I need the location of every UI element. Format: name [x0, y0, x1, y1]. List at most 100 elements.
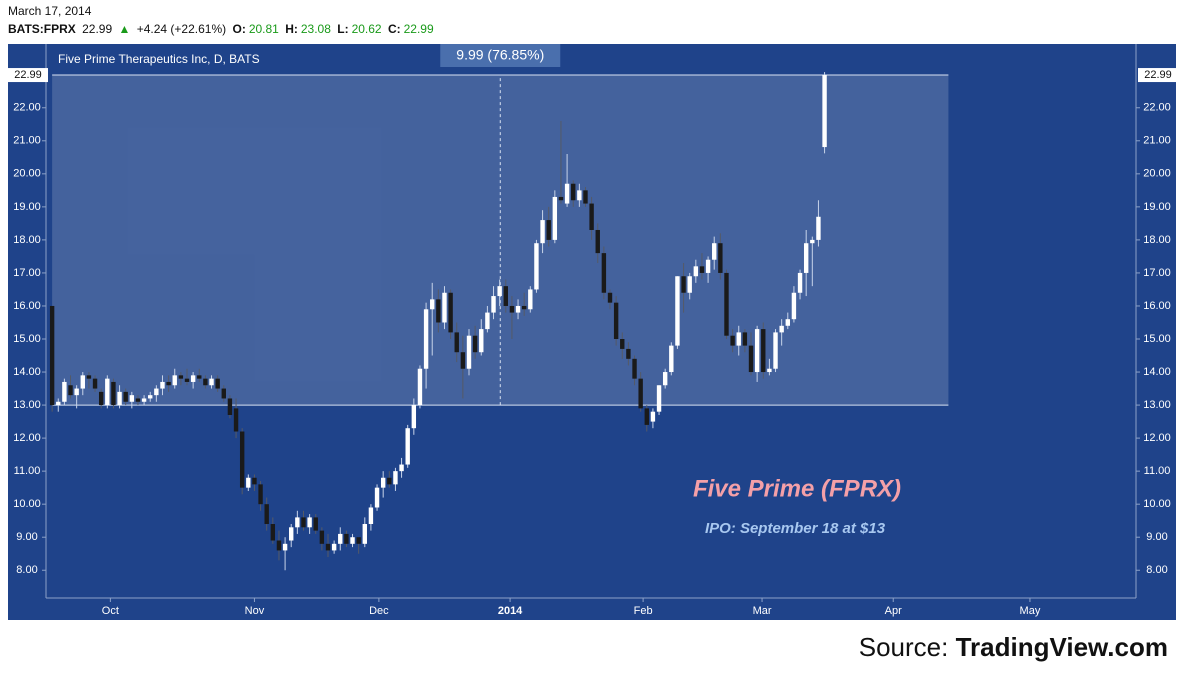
candle-body [264, 504, 269, 525]
candle-body [638, 378, 643, 409]
candle-body [803, 243, 809, 273]
low-value: 20.62 [351, 22, 382, 36]
candle-body [724, 272, 729, 336]
y-tick-label: 14.00 [13, 366, 41, 378]
y-tick-label: 18.00 [1143, 234, 1171, 246]
y-tick-label: 13.00 [1143, 399, 1171, 411]
candle-body [374, 487, 380, 508]
y-tick-label: 8.00 [16, 564, 37, 576]
price-label: 22.99 [14, 69, 42, 81]
candle-body [430, 299, 435, 310]
close-value: 22.99 [403, 22, 434, 36]
candle-body [313, 517, 318, 531]
candle-body [479, 329, 484, 353]
candle-body [589, 203, 594, 230]
candle-body [344, 533, 349, 544]
candle-body [626, 348, 631, 359]
candle-body [699, 266, 705, 273]
candle-body [380, 477, 386, 488]
candle-body [86, 375, 92, 379]
candle-body [307, 517, 312, 528]
candle-body [650, 411, 656, 422]
header-date: March 17, 2014 [8, 4, 94, 18]
candle-body [246, 477, 251, 488]
candle-body [393, 471, 398, 485]
candle-body [497, 286, 502, 297]
y-tick-label: 11.00 [1144, 465, 1171, 477]
candle-body [761, 329, 766, 373]
y-tick-label: 11.00 [14, 465, 41, 477]
candle-body [656, 385, 662, 412]
candle-body [583, 190, 588, 204]
candle-body [448, 292, 453, 333]
y-tick-label: 17.00 [13, 267, 41, 279]
candle-body [80, 375, 85, 389]
header-quote: BATS:FPRX 22.99 ▲ +4.24 (+22.61%) O: 20.8… [8, 22, 437, 36]
annotation: IPO: September 18 at $13 [705, 520, 886, 537]
y-tick-label: 10.00 [13, 498, 41, 510]
candle-body [227, 398, 233, 415]
y-tick-label: 22.00 [1143, 102, 1171, 114]
measure-label-box [440, 44, 561, 67]
candle-body [49, 305, 55, 406]
y-tick-label: 9.00 [1146, 531, 1167, 543]
candle-body [607, 292, 613, 303]
candle-body [810, 239, 815, 244]
candle-body [56, 401, 61, 406]
candle-body [197, 375, 202, 379]
candle-body [325, 543, 331, 551]
candle-body [301, 517, 306, 528]
candle-body [356, 537, 361, 544]
y-tick-label: 18.00 [13, 234, 41, 246]
y-tick-label: 12.00 [1143, 432, 1171, 444]
x-tick-label: Nov [245, 605, 265, 617]
candle-body [509, 305, 515, 313]
y-tick-label: 16.00 [13, 300, 41, 312]
candle-body [754, 329, 760, 373]
candle-body [203, 378, 208, 386]
candle-body [166, 381, 171, 386]
candle-body [233, 408, 239, 432]
x-tick-label: Feb [634, 605, 653, 617]
candle-body [62, 381, 67, 402]
candle-body [613, 302, 619, 340]
candle-body [558, 196, 564, 201]
candle-body [466, 335, 472, 369]
y-tick-label: 19.00 [13, 201, 41, 213]
candle-body [816, 216, 821, 240]
candle-body [160, 381, 165, 389]
candle-body [705, 259, 711, 273]
price-label-box [8, 68, 48, 83]
candle-body [485, 312, 490, 330]
last-price: 22.99 [82, 22, 113, 36]
x-tick-label: Mar [753, 605, 772, 617]
candle-body [669, 345, 674, 373]
high-label: H: [285, 22, 298, 36]
source: Source: TradingView.com [859, 632, 1168, 663]
candle-body [503, 286, 508, 306]
y-tick-label: 17.00 [1143, 267, 1171, 279]
change: +4.24 (+22.61%) [136, 22, 227, 36]
candle-body [797, 272, 803, 293]
y-tick-label: 20.00 [1143, 168, 1171, 180]
x-tick-label: Dec [369, 605, 389, 617]
candle-body [571, 183, 576, 201]
y-tick-label: 12.00 [13, 432, 41, 444]
candle-body [148, 395, 153, 399]
chart-panel [8, 44, 1176, 620]
candle-body [239, 431, 245, 488]
candle-body [135, 398, 141, 402]
candle-body [338, 533, 343, 544]
candle-body [282, 543, 288, 551]
candle-body [209, 378, 214, 386]
candle-body [295, 517, 300, 528]
candle-body [620, 339, 625, 349]
candle-body [368, 507, 374, 525]
candle-body [221, 388, 226, 399]
open-value: 20.81 [248, 22, 279, 36]
candle-body [644, 408, 649, 425]
y-tick-label: 8.00 [1146, 564, 1167, 576]
candle-body [785, 319, 790, 326]
chart: Five Prime Therapeutics Inc, D, BATS 8.0… [8, 44, 1178, 620]
